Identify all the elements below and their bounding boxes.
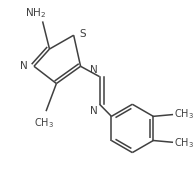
Text: NH$_2$: NH$_2$ xyxy=(25,6,46,20)
Text: N: N xyxy=(20,61,28,71)
Text: N: N xyxy=(90,65,98,75)
Text: CH$_3$: CH$_3$ xyxy=(174,136,194,150)
Text: N: N xyxy=(90,106,98,116)
Text: CH$_3$: CH$_3$ xyxy=(174,107,194,121)
Text: S: S xyxy=(80,29,86,39)
Text: CH$_3$: CH$_3$ xyxy=(34,116,54,130)
